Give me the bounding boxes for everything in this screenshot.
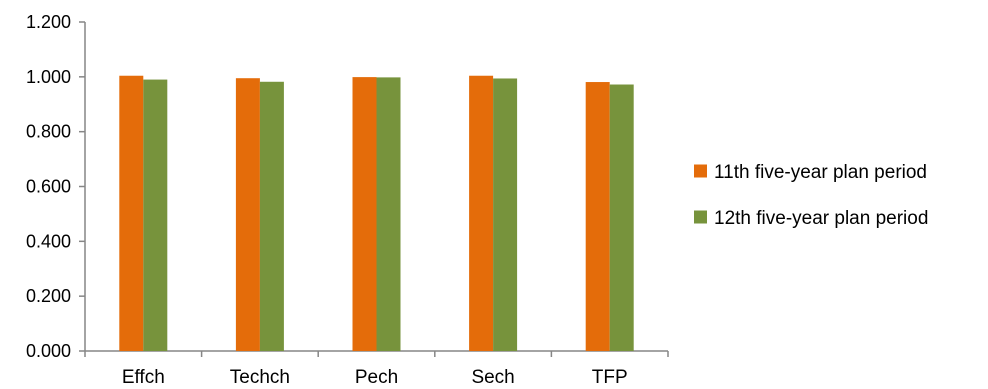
bar-series-1-pech [352,77,377,352]
bar-series-2-pech [376,77,401,352]
y-tick-label: 0.200 [26,286,71,306]
y-tick-label: 1.200 [26,12,71,32]
x-category-label: Sech [471,367,514,388]
legend-swatch-1 [694,164,707,178]
x-category-label: Techch [230,367,290,388]
y-tick-label: 1.000 [26,67,71,87]
bar-series-group [119,75,634,352]
x-category-label: Effch [122,367,165,388]
legend-label-2: 12th five-year plan period [714,208,928,229]
legend-label-1: 11th five-year plan period [714,162,927,183]
y-tick-label: 0.000 [26,341,71,361]
legend-swatch-2 [694,210,707,224]
bar-series-2-tfp [609,84,634,351]
x-axis: Effch Techch Pech Sech TFP [84,350,669,388]
bar-series-1-tfp [585,82,610,351]
bar-series-1-techch [235,78,260,352]
bar-series-2-techch [259,81,284,351]
bar-series-2-effch [143,79,168,351]
x-category-label: TFP [592,367,628,388]
y-axis: 0.000 0.200 0.400 0.600 0.800 1.000 1.200 [26,12,86,361]
x-category-label: Pech [355,367,398,388]
y-tick-label: 0.800 [26,122,71,142]
bar-series-1-effch [119,75,144,351]
legend: 11th five-year plan period 12th five-year… [694,162,928,229]
bar-series-2-sech [493,78,518,351]
bar-series-1-sech [469,75,494,351]
y-tick-label: 0.600 [26,177,71,197]
y-tick-label: 0.400 [26,231,71,251]
